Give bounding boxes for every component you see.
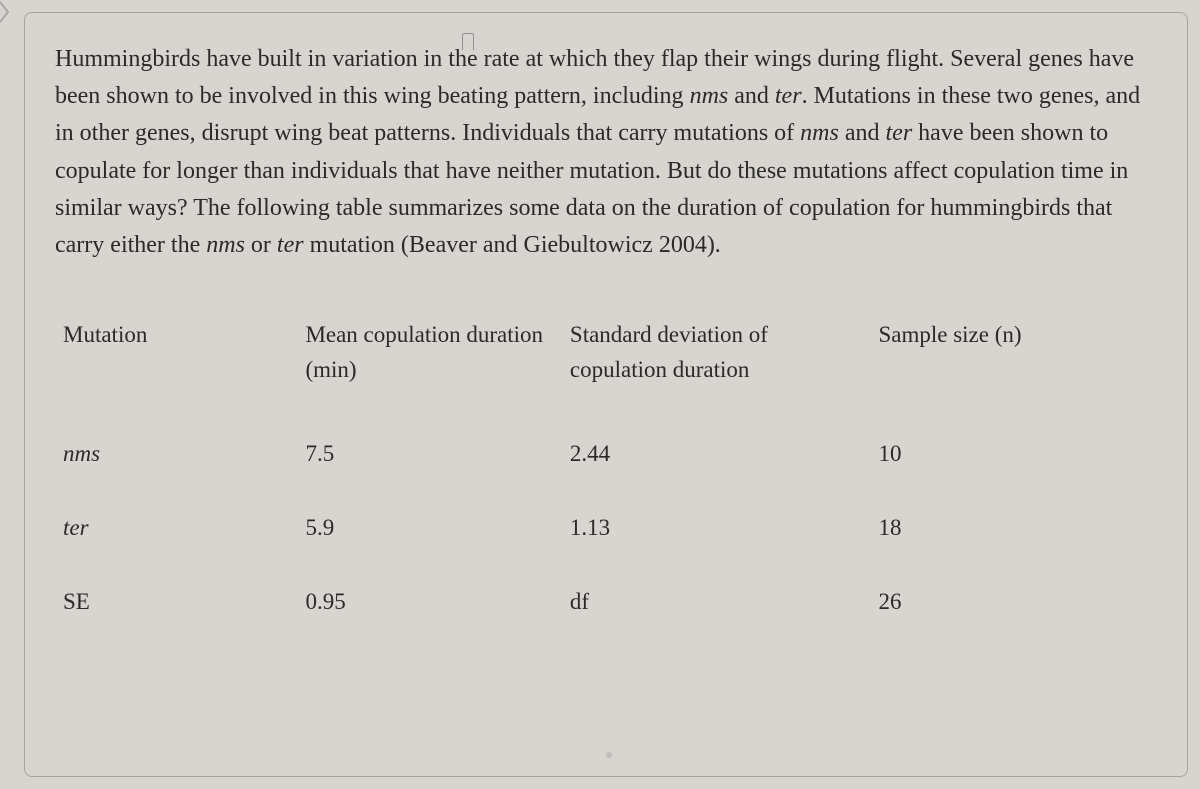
- table-header-mean: Mean copulation duration (min): [297, 304, 561, 417]
- cell-sd: 2.44: [562, 417, 871, 491]
- page-indicator-dot-icon: [606, 752, 612, 758]
- table-row: SE 0.95 df 26: [55, 565, 1157, 639]
- question-panel: Hummingbirds have built in variation in …: [24, 12, 1188, 777]
- paragraph-text: or: [245, 232, 277, 258]
- text-cursor-icon: e: [467, 41, 478, 78]
- paragraph-text: and: [839, 120, 886, 146]
- gene-name: ter: [886, 120, 913, 146]
- cell-mutation: SE: [63, 589, 90, 614]
- table-row: nms 7.5 2.44 10: [55, 417, 1157, 491]
- cell-mean: 0.95: [297, 565, 561, 639]
- paragraph-text: mutation (Beaver and Giebultowicz 2004).: [304, 232, 721, 258]
- paragraph-text: Hummingbirds have built in variation in …: [55, 46, 467, 72]
- cell-sd: 1.13: [562, 491, 871, 565]
- cell-n: 18: [870, 491, 1157, 565]
- data-table: Mutation Mean copulation duration (min) …: [55, 304, 1157, 639]
- table-header-row: Mutation Mean copulation duration (min) …: [55, 304, 1157, 417]
- gene-name: nms: [206, 232, 245, 258]
- chevron-right-icon: [0, 0, 12, 24]
- table-header-mutation: Mutation: [55, 304, 297, 417]
- gene-name: ter: [775, 83, 802, 109]
- cell-mean: 5.9: [297, 491, 561, 565]
- paragraph-text: and: [728, 83, 775, 109]
- cell-sd: df: [562, 565, 871, 639]
- cell-mean: 7.5: [297, 417, 561, 491]
- gene-name: nms: [690, 83, 729, 109]
- table-row: ter 5.9 1.13 18: [55, 491, 1157, 565]
- table-header-sd: Standard deviation of copulation duratio…: [562, 304, 871, 417]
- gene-name: ter: [277, 232, 304, 258]
- cell-n: 26: [870, 565, 1157, 639]
- cell-mutation: ter: [63, 515, 89, 540]
- question-paragraph: Hummingbirds have built in variation in …: [55, 41, 1157, 264]
- cell-n: 10: [870, 417, 1157, 491]
- gene-name: nms: [800, 120, 839, 146]
- table-header-n: Sample size (n): [870, 304, 1157, 417]
- cell-mutation: nms: [63, 441, 100, 466]
